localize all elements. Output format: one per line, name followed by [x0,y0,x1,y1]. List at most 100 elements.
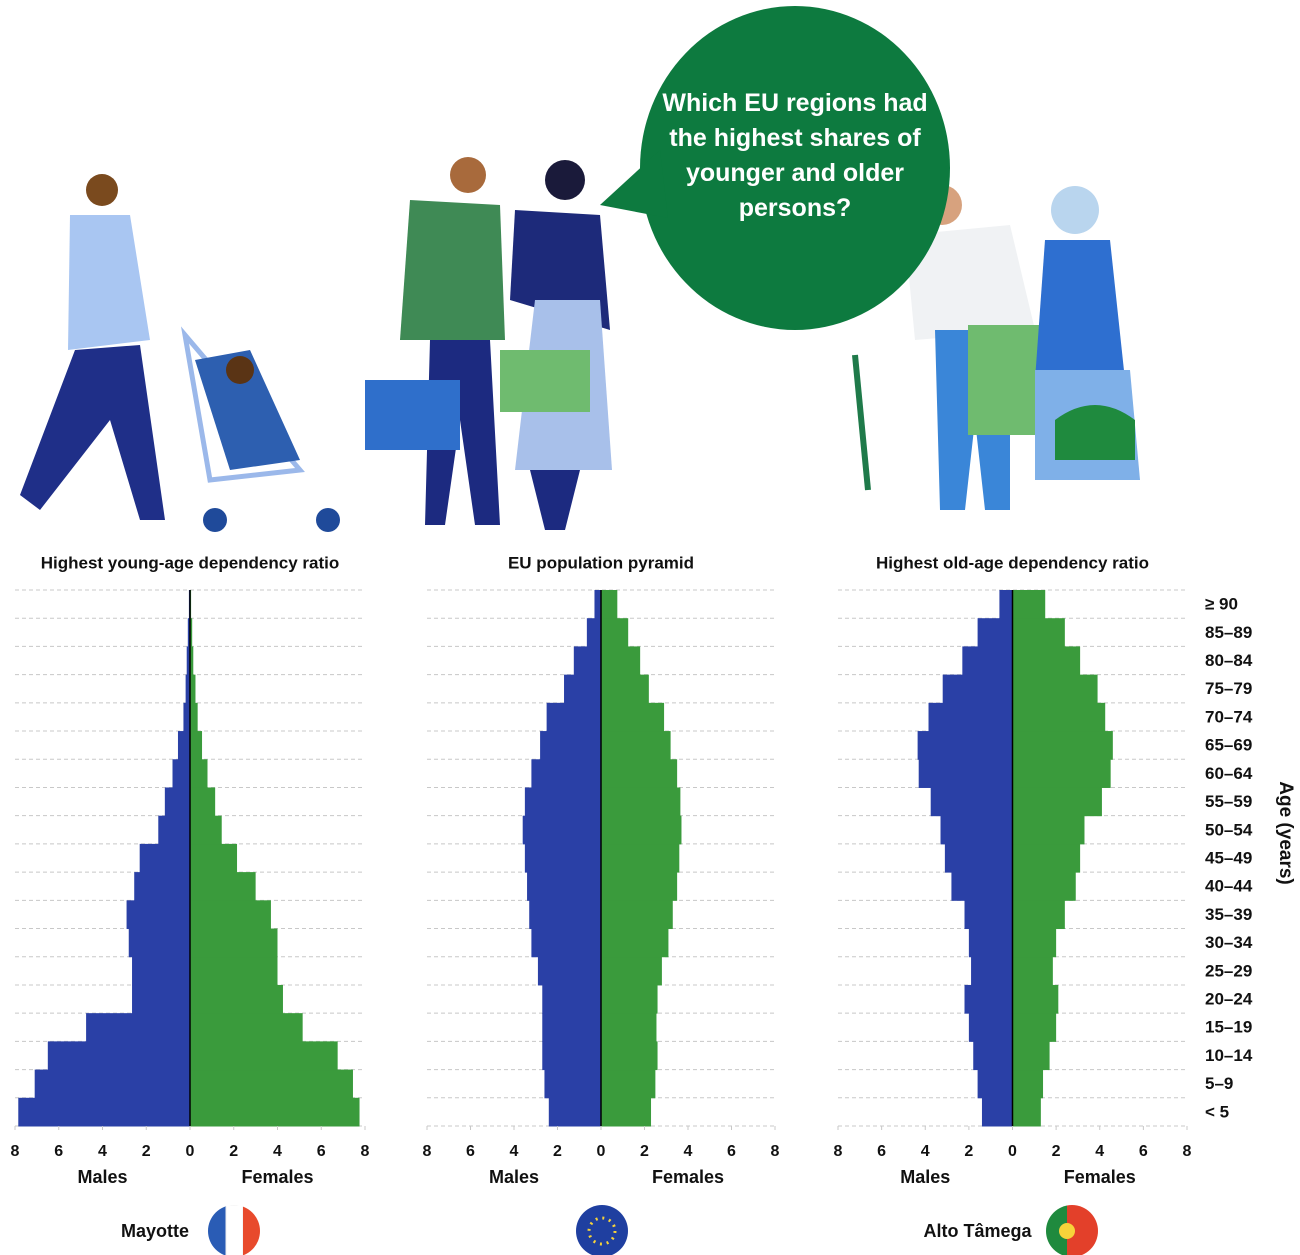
female-bar [1012,787,1102,817]
x-tick-label: 6 [727,1143,736,1160]
series-label: Females [241,1167,313,1187]
female-bar [190,646,194,676]
female-bar [1012,900,1065,930]
male-bar [962,646,1013,676]
male-bar [548,1097,601,1127]
female-bar [601,731,671,760]
female-bar [601,843,680,873]
male-bar [527,872,601,901]
series-label: Females [1064,1167,1136,1187]
illustration-elderly [852,185,1140,510]
female-bar [1012,731,1113,760]
x-tick-label: 6 [466,1143,475,1160]
male-bar [18,1097,190,1127]
male-bar [537,956,601,986]
x-tick-label: 2 [142,1143,151,1160]
female-bar [1012,674,1098,704]
female-bar [190,984,283,1014]
female-bar [1012,815,1085,845]
x-tick-label: 8 [11,1143,20,1160]
age-label: 65–69 [1205,736,1252,755]
male-bar [968,928,1013,958]
female-bar [1012,928,1057,958]
male-bar [128,928,190,958]
female-bar [601,815,682,845]
male-bar [186,646,190,676]
male-bar [981,1097,1013,1127]
male-bar [964,984,1013,1014]
female-bar [601,928,669,958]
flag-france [208,1205,260,1255]
x-tick-label: 2 [229,1143,238,1160]
male-bar [47,1041,190,1071]
female-bar [601,1013,657,1042]
male-bar [531,759,601,788]
male-bar [999,590,1013,619]
male-bar [172,759,190,788]
flag-portugal [1046,1205,1098,1255]
x-tick-label: 0 [186,1143,195,1160]
age-label: 10–14 [1205,1046,1253,1065]
male-bar [542,1041,601,1071]
male-bar [573,646,601,676]
male-bar [185,674,190,704]
age-label: 30–34 [1205,933,1253,952]
female-bar [1012,1097,1041,1127]
male-bar [540,731,601,760]
x-tick-label: 6 [1139,1143,1148,1160]
male-bar [34,1069,190,1099]
male-bar [524,787,601,817]
female-bar [190,815,222,845]
female-bar [601,674,649,704]
male-bar [917,731,1013,760]
female-bar [601,1041,658,1071]
female-bar [190,1041,338,1071]
female-bar [190,618,193,647]
x-tick-label: 6 [877,1143,886,1160]
age-label: 80–84 [1205,651,1253,670]
female-bar [1012,646,1081,676]
female-bar [1012,759,1111,788]
age-label: 25–29 [1205,961,1252,980]
x-tick-label: 4 [684,1143,693,1160]
x-tick-label: 2 [640,1143,649,1160]
female-bar [1012,702,1106,732]
female-bar [1012,984,1059,1014]
female-bar [190,731,203,760]
female-bar [601,984,658,1014]
region-name: Mayotte [121,1221,189,1241]
male-bar [977,1069,1013,1099]
x-tick-label: 2 [1052,1143,1061,1160]
male-bar [564,674,601,704]
female-bar [1012,872,1076,901]
speech-bubble [600,6,950,330]
x-tick-label: 8 [834,1143,843,1160]
chart-title: EU population pyramid [508,553,694,572]
male-bar [126,900,190,930]
female-bar [190,787,216,817]
male-bar [158,815,190,845]
male-bar [964,900,1013,930]
male-bar [951,872,1013,901]
x-tick-label: 6 [317,1143,326,1160]
x-tick-label: 2 [964,1143,973,1160]
male-bar [973,1041,1013,1071]
male-bar [918,759,1013,788]
x-tick-label: 4 [1095,1143,1104,1160]
female-bar [190,759,208,788]
male-bar [930,787,1013,817]
female-bar [190,900,271,930]
x-tick-label: 6 [54,1143,63,1160]
x-tick-label: 8 [423,1143,432,1160]
female-bar [190,1097,360,1127]
female-bar [601,590,618,619]
age-label: 75–79 [1205,679,1252,698]
age-label: 50–54 [1205,820,1253,839]
age-label: 70–74 [1205,707,1253,726]
female-bar [1012,1069,1044,1099]
chart-title: Highest old-age dependency ratio [876,553,1149,572]
age-label: 35–39 [1205,905,1252,924]
female-bar [601,702,665,732]
